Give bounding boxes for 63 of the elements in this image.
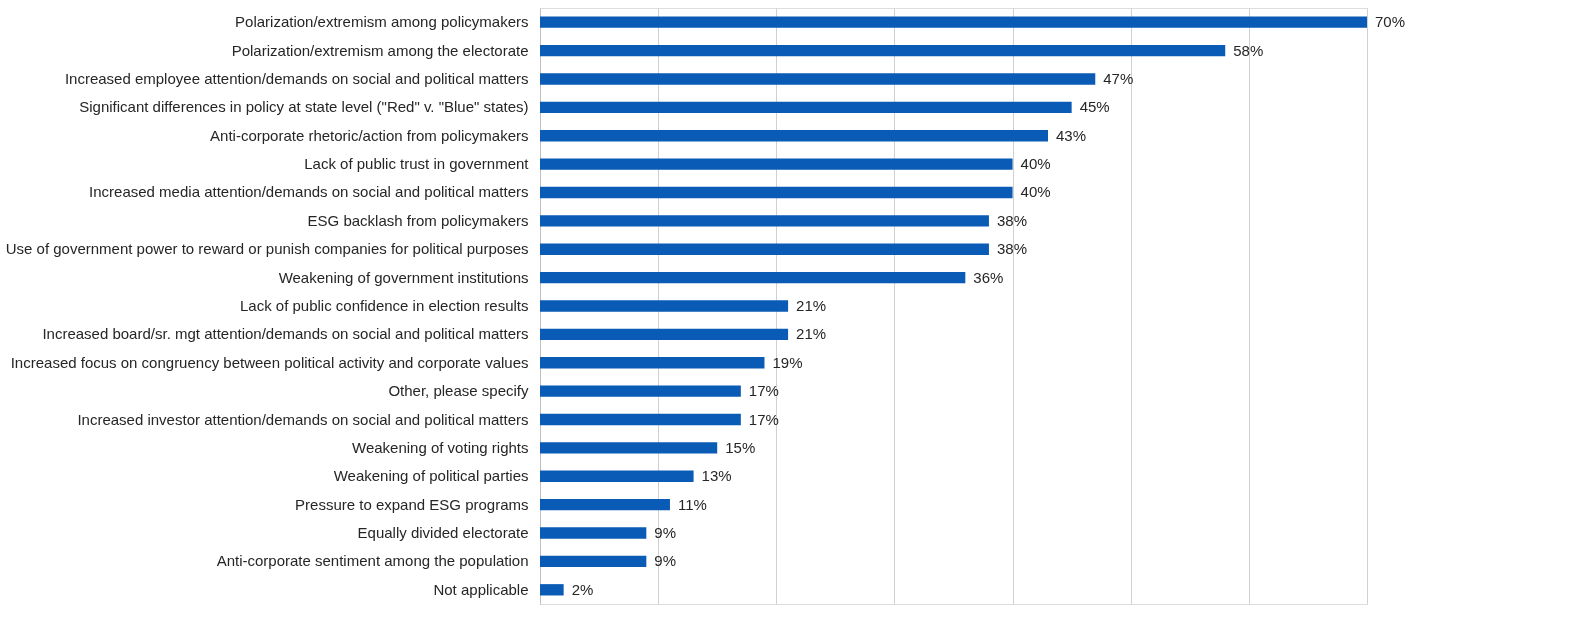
data-label: 13% xyxy=(701,467,732,485)
y-tick-label: Increased investor attention/demands on social and political matters xyxy=(77,410,529,428)
y-tick-label: Polarization/extremism among the electorate xyxy=(231,41,529,59)
bar xyxy=(540,158,1013,170)
data-label: 17% xyxy=(748,382,779,400)
bar xyxy=(540,300,789,312)
y-tick-label: Equally divided electorate xyxy=(357,524,529,542)
data-label: 21% xyxy=(796,325,827,343)
bar xyxy=(540,442,718,454)
y-tick-label: Not applicable xyxy=(433,580,529,598)
y-tick-label: Other, please specify xyxy=(388,382,529,400)
bar xyxy=(540,470,694,482)
data-label: 38% xyxy=(996,211,1027,229)
bar xyxy=(540,101,1072,114)
data-label: 40% xyxy=(1020,183,1051,201)
bar xyxy=(540,130,1049,142)
y-tick-label: Weakening of political parties xyxy=(333,467,529,485)
y-tick-label: Polarization/extremism among policymakers xyxy=(235,13,529,31)
bar xyxy=(540,555,647,568)
data-label: 43% xyxy=(1056,126,1087,144)
bar xyxy=(540,385,741,397)
y-tick-label: Lack of public trust in government xyxy=(304,155,530,173)
bar xyxy=(540,413,741,426)
data-label: 17% xyxy=(748,410,779,428)
y-tick-label: Lack of public confidence in election results xyxy=(239,297,529,314)
y-tick-label: Anti-corporate sentiment among the population xyxy=(216,552,529,570)
bar xyxy=(540,16,1367,28)
bar xyxy=(540,328,789,341)
y-tick-label: Pressure to expand ESG programs xyxy=(295,495,529,513)
bar xyxy=(540,243,989,255)
data-label: 47% xyxy=(1103,69,1134,87)
y-tick-label: Increased employee attention/demands on social and political matters xyxy=(64,69,529,87)
y-tick-label: Weakening of voting rights xyxy=(352,438,529,456)
bar xyxy=(540,186,1013,199)
bar xyxy=(540,215,989,227)
data-label: 15% xyxy=(725,438,756,456)
data-label: 21% xyxy=(796,297,827,314)
y-tick-label: ESG backlash from policymakers xyxy=(307,211,529,229)
y-tick-label: Increased focus on congruency between political activity and corporate values xyxy=(10,353,529,371)
y-tick-label: Increased board/sr. mgt attention/demands on social and political matters xyxy=(42,325,529,343)
bar xyxy=(540,73,1096,85)
data-label: 9% xyxy=(654,552,677,570)
data-label: 36% xyxy=(973,268,1004,286)
data-label: 38% xyxy=(996,240,1027,258)
data-label: 45% xyxy=(1079,98,1110,116)
y-tick-label: Anti-corporate rhetoric/action from policymakers xyxy=(210,126,529,144)
y-tick-label: Increased media attention/demands on social and political matters xyxy=(89,183,529,201)
data-label: 40% xyxy=(1020,155,1051,173)
bar xyxy=(540,357,765,369)
bar xyxy=(540,498,670,511)
data-label: 19% xyxy=(772,353,803,371)
data-label: 9% xyxy=(654,524,677,542)
data-label: 11% xyxy=(677,495,707,513)
data-label: 58% xyxy=(1233,41,1264,59)
bar xyxy=(540,44,1226,57)
data-label: 70% xyxy=(1375,13,1406,31)
bar xyxy=(540,527,647,539)
y-tick-label: Significant differences in policy at state level ("Red" v. "Blue" states) xyxy=(79,98,529,116)
y-tick-label: Use of government power to reward or punish companies for political purposes xyxy=(5,240,529,258)
bar xyxy=(540,271,966,284)
data-label: 2% xyxy=(571,580,594,598)
y-tick-label: Weakening of government institutions xyxy=(278,268,529,286)
bar xyxy=(540,584,564,596)
